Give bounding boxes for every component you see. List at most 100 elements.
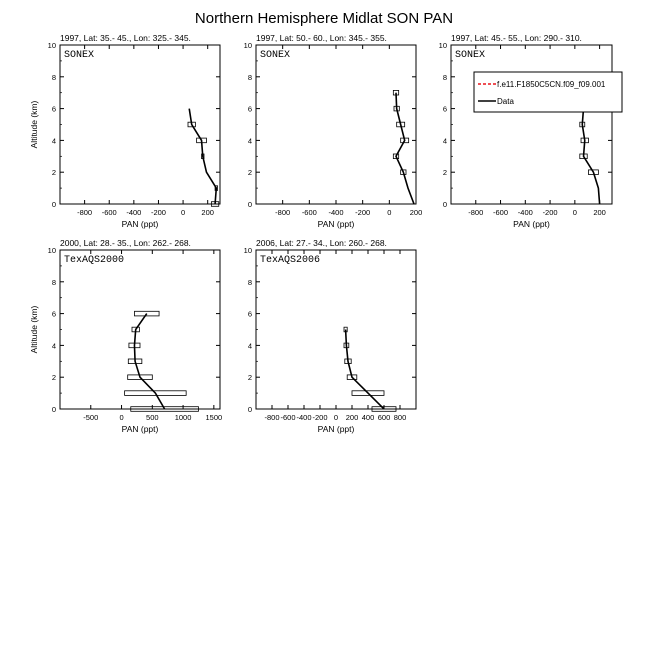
plot-frame [450,44,613,205]
panel-title: 1997, Lat: 35.- 45., Lon: 325.- 345. [60,33,191,43]
error-box [124,390,187,396]
error-box [130,406,199,412]
x-axis-label: PAN (ppt) [122,219,159,229]
y-tick-label: 10 [439,41,447,50]
x-tick-label: -600 [493,208,508,217]
error-box [134,310,160,317]
y-tick-label: 10 [48,246,56,255]
plot-frame [255,249,417,410]
x-tick-label: -200 [355,208,370,217]
legend-box [473,71,623,113]
y-tick-label: 4 [52,341,56,350]
x-tick-label: 1000 [175,413,192,422]
x-tick-label: -800 [77,208,92,217]
x-tick-label: -600 [280,413,295,422]
x-tick-label: -600 [102,208,117,217]
chart-panel-4: 2000, Lat: 28.- 35., Lon: 262.- 268. TexA… [29,238,222,434]
x-tick-label: 0 [573,208,577,217]
y-tick-label: 0 [248,200,252,209]
y-axis-label: Altitude (km) [29,305,39,353]
y-tick-label: 0 [248,405,252,414]
x-tick-label: 200 [346,413,359,422]
y-tick-label: 6 [443,105,447,114]
y-tick-label: 8 [52,278,56,287]
chart-panel-2: 1997, Lat: 50.- 60., Lon: 345.- 355. SONE… [244,33,423,229]
y-tick-label: 0 [443,200,447,209]
y-tick-label: 4 [443,136,447,145]
x-axis-label: PAN (ppt) [122,424,159,434]
chart-panel-1: 1997, Lat: 35.- 45., Lon: 325.- 345. SONE… [29,33,221,229]
x-axis-label: PAN (ppt) [318,424,355,434]
y-tick-label: 6 [52,105,56,114]
data-profile-line [395,92,415,205]
data-profile-line [188,108,218,205]
y-tick-label: 8 [248,278,252,287]
error-box [351,390,385,396]
y-tick-label: 2 [52,168,56,177]
x-tick-label: 200 [593,208,606,217]
y-tick-label: 6 [248,310,252,319]
x-tick-label: 200 [410,208,423,217]
y-tick-label: 0 [52,405,56,414]
x-tick-label: -800 [264,413,279,422]
x-tick-label: -200 [543,208,558,217]
x-tick-label: 0 [181,208,185,217]
panel-title: 1997, Lat: 45.- 55., Lon: 290.- 310. [451,33,582,43]
y-tick-label: 2 [52,373,56,382]
x-tick-label: 800 [394,413,407,422]
y-tick-label: 2 [248,373,252,382]
y-tick-label: 10 [244,41,252,50]
y-tick-label: 6 [52,310,56,319]
x-tick-label: -400 [126,208,141,217]
y-tick-label: 10 [244,246,252,255]
x-tick-label: -600 [302,208,317,217]
x-tick-label: -400 [518,208,533,217]
panel-title: 1997, Lat: 50.- 60., Lon: 345.- 355. [256,33,387,43]
legend-label: Data [497,97,514,106]
chart-panel-5: 2006, Lat: 27.- 34., Lon: 260.- 268. TexA… [244,238,417,434]
x-axis-label: PAN (ppt) [513,219,550,229]
plot-frame [59,44,221,205]
y-tick-label: 10 [48,41,56,50]
x-tick-label: -800 [275,208,290,217]
y-tick-label: 2 [443,168,447,177]
plot-frame [59,249,221,410]
y-tick-label: 8 [52,73,56,82]
y-tick-label: 8 [248,73,252,82]
campaign-label: TexAQS2006 [260,255,320,266]
x-tick-label: 0 [334,413,338,422]
campaign-label: TexAQS2000 [64,255,124,266]
error-box [371,406,397,412]
x-tick-label: -400 [296,413,311,422]
campaign-label: SONEX [260,50,290,61]
x-tick-label: 1500 [206,413,223,422]
data-profile-line [133,313,166,410]
x-tick-label: 0 [387,208,391,217]
x-axis-label: PAN (ppt) [318,219,355,229]
error-box [392,153,400,159]
legend: f.e11.F1850C5CN.f09_f09.001 Data [473,71,623,113]
y-tick-label: 4 [248,136,252,145]
y-tick-label: 4 [248,341,252,350]
y-tick-label: 2 [248,168,252,177]
y-tick-label: 0 [52,200,56,209]
x-tick-label: 500 [146,413,159,422]
x-tick-label: -200 [151,208,166,217]
panel-title: 2006, Lat: 27.- 34., Lon: 260.- 268. [256,238,387,248]
y-axis-label: Altitude (km) [29,100,39,148]
x-tick-label: -800 [468,208,483,217]
x-tick-label: 0 [119,413,123,422]
x-tick-label: -500 [83,413,98,422]
x-tick-label: -200 [312,413,327,422]
legend-label: f.e11.F1850C5CN.f09_f09.001 [497,80,606,89]
plot-frame [255,44,417,205]
panel-title: 2000, Lat: 28.- 35., Lon: 262.- 268. [60,238,191,248]
data-profile-line [344,329,385,410]
y-tick-label: 6 [248,105,252,114]
campaign-label: SONEX [64,50,94,61]
x-tick-label: 400 [362,413,375,422]
y-tick-label: 8 [443,73,447,82]
figure-title: Northern Hemisphere Midlat SON PAN [195,10,453,27]
